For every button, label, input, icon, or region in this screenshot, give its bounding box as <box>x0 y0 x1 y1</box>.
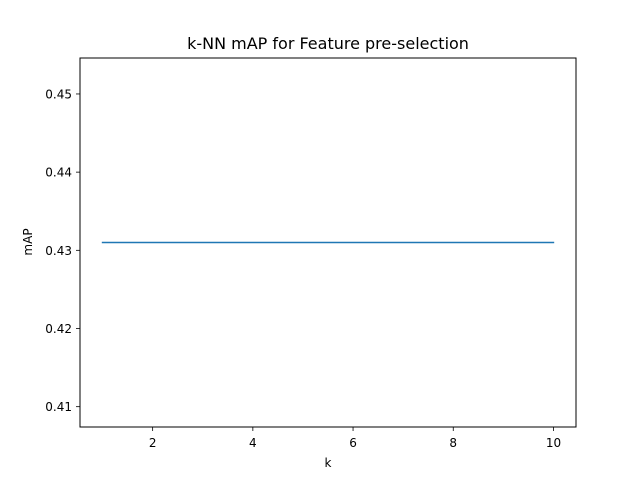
plot-area <box>79 57 577 428</box>
y-tick-label-3: 0.44 <box>45 166 72 180</box>
x-tick-label-0: 2 <box>149 436 157 450</box>
chart-title: k-NN mAP for Feature pre-selection <box>187 34 469 53</box>
x-axis-label: k <box>325 456 332 470</box>
y-tick-label-1: 0.42 <box>45 322 72 336</box>
x-tick-label-3: 8 <box>449 436 457 450</box>
x-tick-label-1: 4 <box>249 436 257 450</box>
x-tick-label-2: 6 <box>349 436 357 450</box>
y-tick-label-4: 0.45 <box>45 87 72 101</box>
x-axis: 2 4 6 8 10 <box>149 427 561 450</box>
y-axis: 0.41 0.42 0.43 0.44 0.45 <box>45 87 80 414</box>
y-tick-label-0: 0.41 <box>45 400 72 414</box>
y-tick-label-2: 0.43 <box>45 244 72 258</box>
x-tick-label-4: 10 <box>546 436 561 450</box>
y-axis-label: mAP <box>21 228 35 255</box>
